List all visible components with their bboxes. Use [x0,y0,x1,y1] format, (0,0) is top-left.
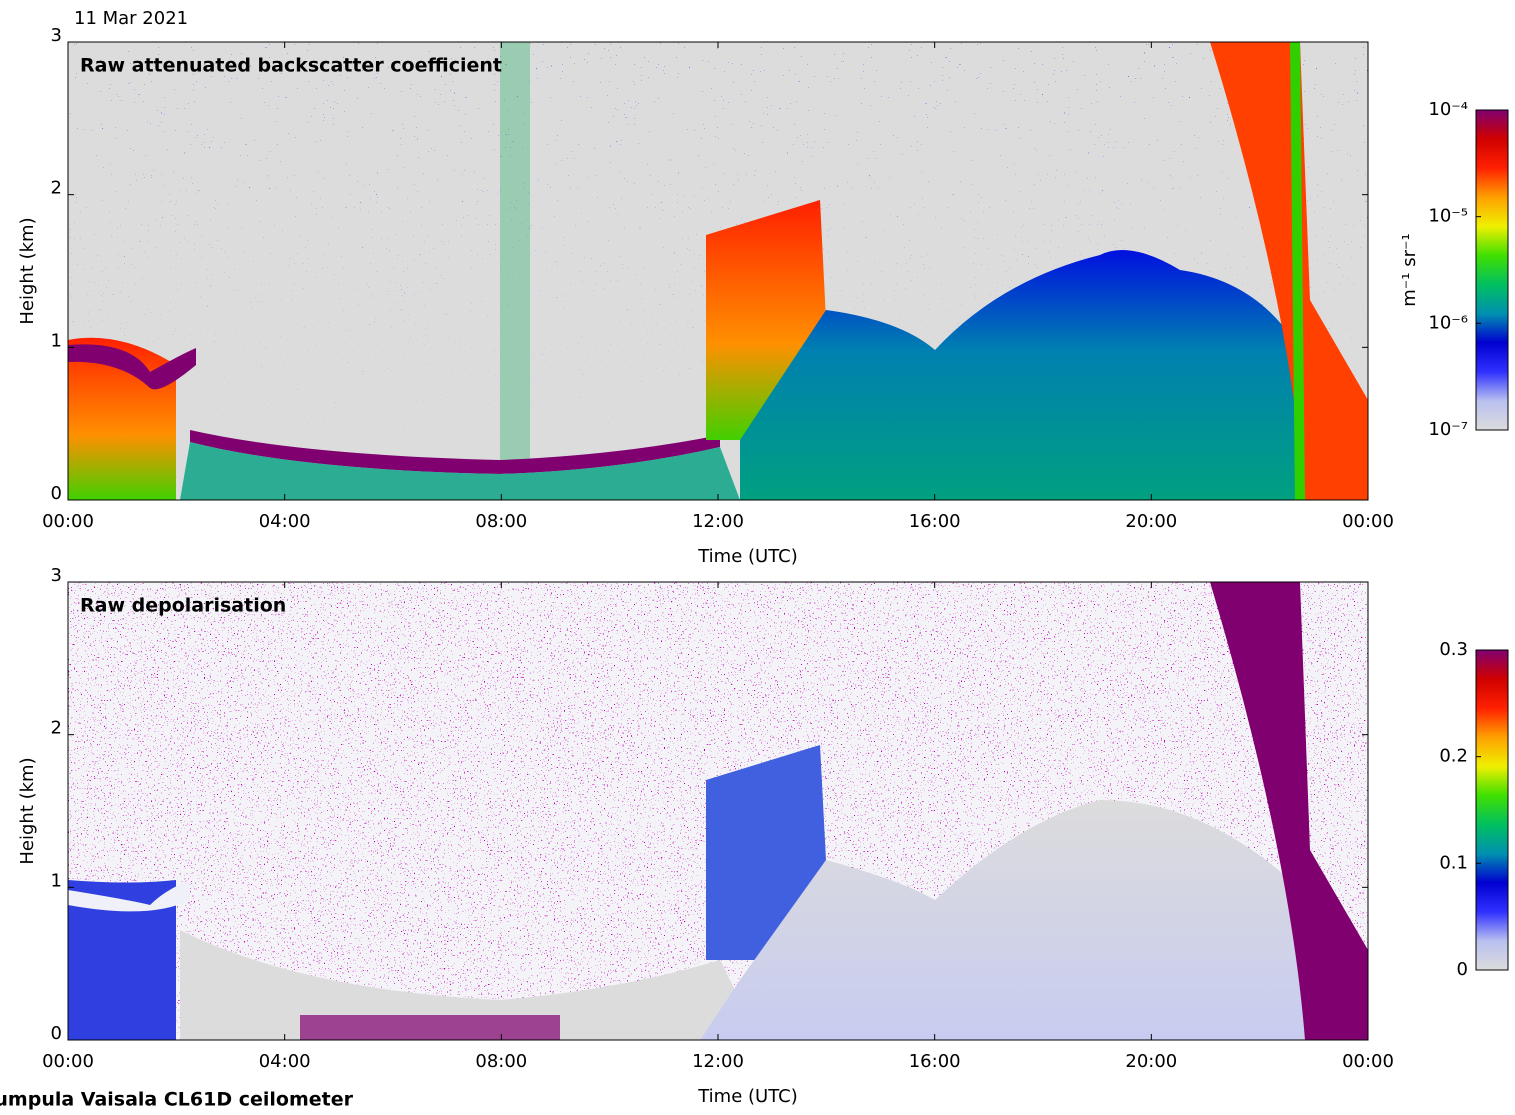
colorbar [1475,649,1509,971]
x-tick-label: 12:00 [692,1051,744,1072]
colorbar-tick-label: 0.3 [1439,639,1468,660]
y-tick-label: 1 [51,330,62,351]
y-tick-label: 2 [51,178,62,199]
colorbar-tick-label: 0.2 [1439,746,1468,767]
x-tick-label: 12:00 [692,511,744,532]
colorbar-label: m⁻¹ sr⁻¹ [1399,233,1420,306]
x-tick-label: 04:00 [259,511,311,532]
colorbar-tick-label: 10⁻⁶ [1428,312,1468,333]
y-tick-label: 2 [51,718,62,739]
x-axis-label: Time (UTC) [697,546,798,567]
y-tick-label: 0 [51,1023,62,1044]
colorbar-tick-label: 0.1 [1439,852,1468,873]
colorbar-tick-label: 0 [1457,959,1468,980]
y-tick-label: 1 [51,870,62,891]
x-tick-label: 00:00 [1342,1051,1394,1072]
colorbar-tick-label: 10⁻⁵ [1428,206,1468,227]
x-tick-label: 04:00 [259,1051,311,1072]
colorbar-tick-label: 10⁻⁴ [1428,99,1468,120]
heatmap-image [68,42,1368,500]
date: 11 Mar 2021 [74,8,188,29]
colorbar-tick-label: 10⁻⁷ [1428,419,1468,440]
x-tick-label: 16:00 [909,511,961,532]
x-tick-label: 20:00 [1125,511,1177,532]
y-tick-label: 3 [51,25,62,46]
x-tick-label: 00:00 [42,1051,94,1072]
x-tick-label: 00:00 [42,511,94,532]
x-tick-label: 20:00 [1125,1051,1177,1072]
y-tick-label: 0 [51,483,62,504]
y-tick-label: 3 [51,565,62,586]
x-axis-label: Time (UTC) [697,1086,798,1107]
heatmap-image [68,582,1368,1040]
footer: Kumpula Vaisala CL61D ceilometer [0,1089,354,1111]
colorbar [1475,109,1509,431]
y-axis-label: Height (km) [17,757,38,864]
x-tick-label: 16:00 [909,1051,961,1072]
x-tick-label: 08:00 [475,511,527,532]
x-tick-label: 08:00 [475,1051,527,1072]
chart-title: Raw depolarisation [80,595,286,617]
chart-title: Raw attenuated backscatter coefficient [80,55,502,77]
x-tick-label: 00:00 [1342,511,1394,532]
y-axis-label: Height (km) [17,217,38,324]
